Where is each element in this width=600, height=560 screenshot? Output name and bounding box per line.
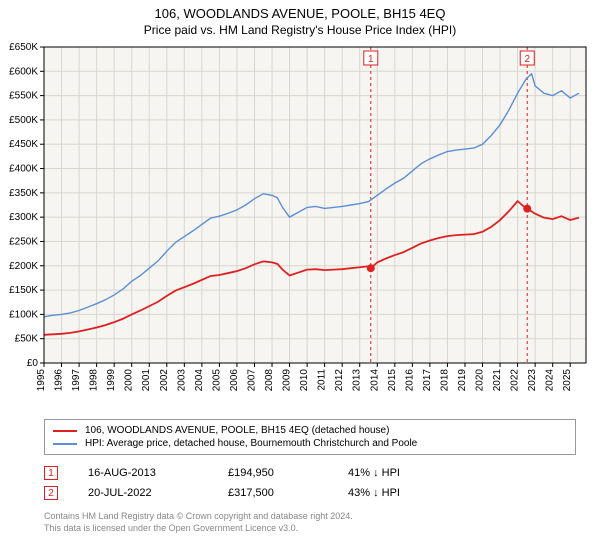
svg-text:2: 2 bbox=[524, 54, 530, 65]
footer-line2: This data is licensed under the Open Gov… bbox=[44, 523, 576, 535]
chart-plot: £0 £50K £100K £150K £200K £250K £300K £350K £400… bbox=[0, 41, 600, 411]
legend-item: 106, WOODLANDS AVENUE, POOLE, BH15 4EQ (… bbox=[53, 424, 567, 437]
svg-text:2022: 2022 bbox=[510, 369, 521, 392]
sale-price: £194,950 bbox=[228, 467, 318, 479]
legend-swatch bbox=[53, 443, 77, 445]
svg-text:£50K: £50K bbox=[15, 334, 39, 345]
svg-text:2009: 2009 bbox=[282, 369, 293, 392]
sale-row: 2 20-JUL-2022 £317,500 43% ↓ HPI bbox=[44, 483, 576, 503]
svg-text:£650K: £650K bbox=[9, 42, 38, 53]
sale-row: 1 16-AUG-2013 £194,950 41% ↓ HPI bbox=[44, 463, 576, 483]
legend-label: 106, WOODLANDS AVENUE, POOLE, BH15 4EQ (… bbox=[85, 425, 389, 436]
svg-text:£200K: £200K bbox=[9, 261, 38, 272]
legend-item: HPI: Average price, detached house, Bour… bbox=[53, 437, 567, 450]
sale-pct: 43% ↓ HPI bbox=[348, 487, 438, 499]
svg-text:1997: 1997 bbox=[71, 369, 82, 392]
svg-text:2000: 2000 bbox=[124, 369, 135, 392]
svg-text:2018: 2018 bbox=[439, 369, 450, 392]
svg-text:£250K: £250K bbox=[9, 236, 38, 247]
chart-container: 106, WOODLANDS AVENUE, POOLE, BH15 4EQ P… bbox=[0, 0, 600, 560]
sales-table: 1 16-AUG-2013 £194,950 41% ↓ HPI 2 20-JUL-202… bbox=[44, 463, 576, 503]
svg-text:2003: 2003 bbox=[176, 369, 187, 392]
svg-text:2016: 2016 bbox=[404, 369, 415, 392]
svg-text:2007: 2007 bbox=[246, 369, 257, 392]
svg-text:2024: 2024 bbox=[545, 369, 556, 392]
svg-text:2023: 2023 bbox=[527, 369, 538, 392]
legend-label: HPI: Average price, detached house, Bour… bbox=[85, 438, 417, 449]
chart-title: 106, WOODLANDS AVENUE, POOLE, BH15 4EQ bbox=[0, 0, 600, 21]
svg-text:£0: £0 bbox=[27, 358, 39, 369]
footer-line1: Contains HM Land Registry data © Crown c… bbox=[44, 511, 576, 523]
svg-text:£100K: £100K bbox=[9, 309, 38, 320]
svg-text:£600K: £600K bbox=[9, 66, 38, 77]
svg-text:2014: 2014 bbox=[369, 369, 380, 392]
svg-text:2019: 2019 bbox=[457, 369, 468, 392]
svg-text:2017: 2017 bbox=[422, 369, 433, 392]
legend-swatch bbox=[53, 430, 77, 432]
svg-text:£350K: £350K bbox=[9, 188, 38, 199]
svg-text:£450K: £450K bbox=[9, 139, 38, 150]
svg-text:1995: 1995 bbox=[36, 369, 47, 392]
svg-text:2005: 2005 bbox=[211, 369, 222, 392]
svg-text:2021: 2021 bbox=[492, 369, 503, 392]
svg-text:£550K: £550K bbox=[9, 91, 38, 102]
svg-text:2025: 2025 bbox=[562, 369, 573, 392]
legend-box: 106, WOODLANDS AVENUE, POOLE, BH15 4EQ (… bbox=[44, 419, 576, 455]
sale-date: 20-JUL-2022 bbox=[88, 487, 198, 499]
sale-badge: 2 bbox=[44, 486, 58, 500]
chart-subtitle: Price paid vs. HM Land Registry's House … bbox=[0, 21, 600, 41]
svg-text:2011: 2011 bbox=[317, 369, 328, 391]
svg-text:£150K: £150K bbox=[9, 285, 38, 296]
svg-text:2008: 2008 bbox=[264, 369, 275, 392]
svg-text:2010: 2010 bbox=[299, 369, 310, 392]
svg-text:1996: 1996 bbox=[54, 369, 65, 392]
sale-price: £317,500 bbox=[228, 487, 318, 499]
svg-text:2013: 2013 bbox=[352, 369, 363, 392]
svg-text:2002: 2002 bbox=[159, 369, 170, 392]
svg-text:2012: 2012 bbox=[334, 369, 345, 392]
line-chart-svg: £0 £50K £100K £150K £200K £250K £300K £350K £400… bbox=[0, 41, 600, 411]
svg-text:2004: 2004 bbox=[194, 369, 205, 392]
sale-badge: 1 bbox=[44, 466, 58, 480]
svg-text:£300K: £300K bbox=[9, 212, 38, 223]
svg-text:£500K: £500K bbox=[9, 115, 38, 126]
svg-text:2001: 2001 bbox=[141, 369, 152, 392]
svg-text:2015: 2015 bbox=[387, 369, 398, 392]
sale-pct: 41% ↓ HPI bbox=[348, 467, 438, 479]
footer-attribution: Contains HM Land Registry data © Crown c… bbox=[44, 511, 576, 534]
svg-text:1998: 1998 bbox=[89, 369, 100, 392]
svg-text:1: 1 bbox=[368, 54, 374, 65]
svg-text:£400K: £400K bbox=[9, 164, 38, 175]
svg-text:2020: 2020 bbox=[475, 369, 486, 392]
svg-text:2006: 2006 bbox=[229, 369, 240, 392]
svg-text:1999: 1999 bbox=[106, 369, 117, 392]
sale-date: 16-AUG-2013 bbox=[88, 467, 198, 479]
